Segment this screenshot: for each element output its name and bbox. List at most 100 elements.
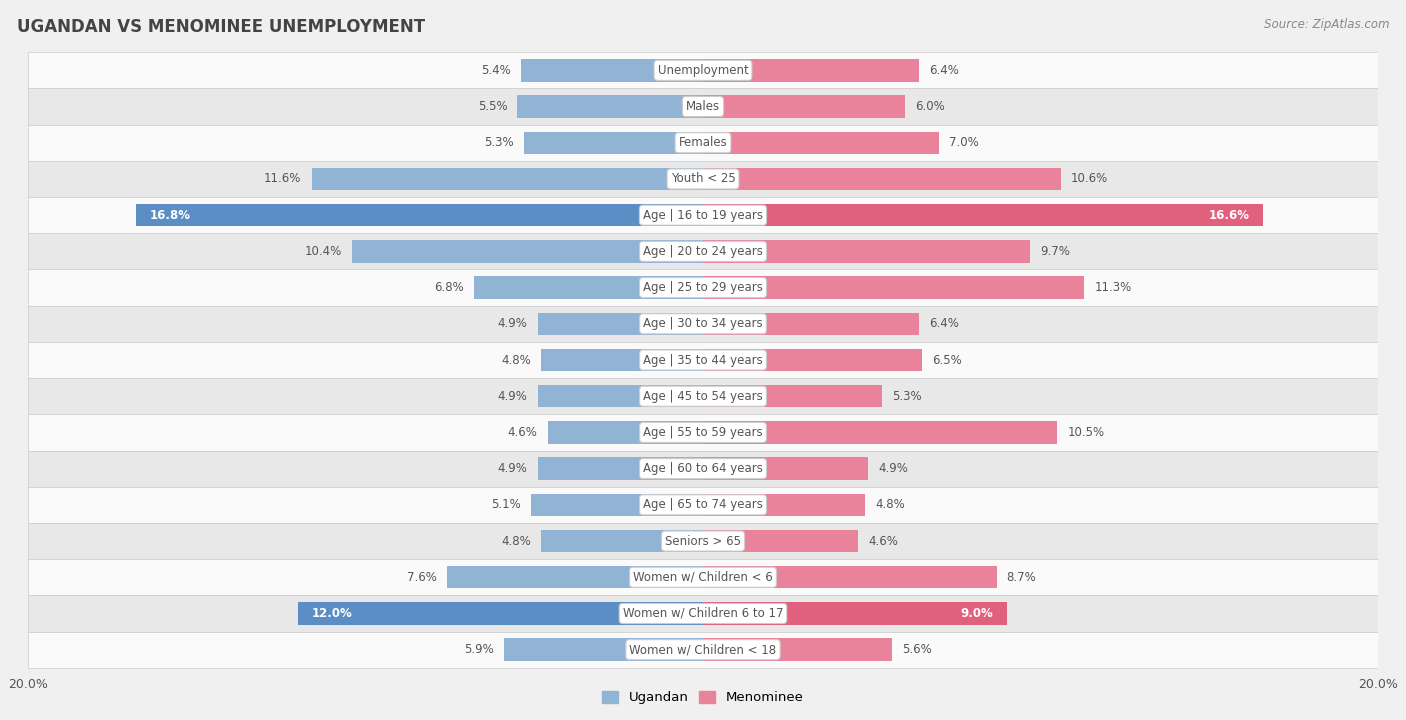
Bar [703, 639, 891, 661]
FancyBboxPatch shape [28, 53, 1378, 89]
Text: 7.0%: 7.0% [949, 136, 979, 149]
Text: 5.1%: 5.1% [491, 498, 520, 511]
FancyBboxPatch shape [28, 559, 1378, 595]
Text: 4.9%: 4.9% [498, 462, 527, 475]
Text: Age | 55 to 59 years: Age | 55 to 59 years [643, 426, 763, 439]
Text: 5.4%: 5.4% [481, 64, 510, 77]
Bar [541, 348, 703, 372]
Bar [703, 421, 1057, 444]
Text: 6.4%: 6.4% [929, 318, 959, 330]
Text: Males: Males [686, 100, 720, 113]
Bar [703, 59, 920, 81]
Text: 4.8%: 4.8% [875, 498, 905, 511]
Legend: Ugandan, Menominee: Ugandan, Menominee [598, 685, 808, 709]
Bar [703, 530, 858, 552]
FancyBboxPatch shape [28, 451, 1378, 487]
Bar [703, 348, 922, 372]
Text: 4.9%: 4.9% [498, 318, 527, 330]
Text: 12.0%: 12.0% [312, 607, 353, 620]
Bar [537, 457, 703, 480]
Bar [703, 457, 869, 480]
Text: Age | 35 to 44 years: Age | 35 to 44 years [643, 354, 763, 366]
Text: Age | 65 to 74 years: Age | 65 to 74 years [643, 498, 763, 511]
Text: 9.7%: 9.7% [1040, 245, 1070, 258]
Bar [298, 602, 703, 625]
Bar [703, 494, 865, 516]
FancyBboxPatch shape [28, 378, 1378, 414]
Text: 5.9%: 5.9% [464, 643, 494, 656]
Bar [703, 566, 997, 588]
Text: 10.6%: 10.6% [1071, 173, 1108, 186]
Text: 6.0%: 6.0% [915, 100, 945, 113]
Bar [703, 168, 1060, 190]
Bar [524, 132, 703, 154]
Text: 7.6%: 7.6% [406, 571, 436, 584]
Text: 4.8%: 4.8% [501, 534, 531, 547]
Text: 4.9%: 4.9% [498, 390, 527, 402]
FancyBboxPatch shape [28, 523, 1378, 559]
Text: 6.8%: 6.8% [433, 281, 464, 294]
FancyBboxPatch shape [28, 233, 1378, 269]
Text: 10.4%: 10.4% [305, 245, 342, 258]
Text: 11.6%: 11.6% [264, 173, 301, 186]
Bar [703, 204, 1263, 226]
Bar [517, 95, 703, 118]
Bar [541, 530, 703, 552]
Text: Age | 20 to 24 years: Age | 20 to 24 years [643, 245, 763, 258]
Bar [136, 204, 703, 226]
FancyBboxPatch shape [28, 197, 1378, 233]
Bar [703, 385, 882, 408]
Text: Women w/ Children < 18: Women w/ Children < 18 [630, 643, 776, 656]
Text: 5.5%: 5.5% [478, 100, 508, 113]
Text: Women w/ Children 6 to 17: Women w/ Children 6 to 17 [623, 607, 783, 620]
FancyBboxPatch shape [28, 125, 1378, 161]
Text: Unemployment: Unemployment [658, 64, 748, 77]
Bar [548, 421, 703, 444]
Text: Age | 16 to 19 years: Age | 16 to 19 years [643, 209, 763, 222]
Text: 11.3%: 11.3% [1094, 281, 1132, 294]
FancyBboxPatch shape [28, 631, 1378, 667]
FancyBboxPatch shape [28, 306, 1378, 342]
Text: Youth < 25: Youth < 25 [671, 173, 735, 186]
Bar [503, 639, 703, 661]
Bar [537, 385, 703, 408]
Text: Seniors > 65: Seniors > 65 [665, 534, 741, 547]
Text: 16.8%: 16.8% [149, 209, 191, 222]
Text: 16.6%: 16.6% [1209, 209, 1250, 222]
Bar [703, 312, 920, 335]
FancyBboxPatch shape [28, 487, 1378, 523]
Text: 8.7%: 8.7% [1007, 571, 1036, 584]
Bar [703, 95, 905, 118]
Text: 5.6%: 5.6% [903, 643, 932, 656]
Bar [352, 240, 703, 263]
Bar [312, 168, 703, 190]
Text: 4.6%: 4.6% [869, 534, 898, 547]
Text: Women w/ Children < 6: Women w/ Children < 6 [633, 571, 773, 584]
Text: 6.5%: 6.5% [932, 354, 962, 366]
Text: 9.0%: 9.0% [960, 607, 993, 620]
Bar [531, 494, 703, 516]
Bar [703, 240, 1031, 263]
FancyBboxPatch shape [28, 342, 1378, 378]
Bar [703, 132, 939, 154]
Text: Age | 45 to 54 years: Age | 45 to 54 years [643, 390, 763, 402]
Bar [537, 312, 703, 335]
Text: Source: ZipAtlas.com: Source: ZipAtlas.com [1264, 18, 1389, 31]
Bar [447, 566, 703, 588]
FancyBboxPatch shape [28, 89, 1378, 125]
FancyBboxPatch shape [28, 161, 1378, 197]
Text: 4.9%: 4.9% [879, 462, 908, 475]
Text: Females: Females [679, 136, 727, 149]
FancyBboxPatch shape [28, 269, 1378, 306]
Text: Age | 30 to 34 years: Age | 30 to 34 years [643, 318, 763, 330]
Text: UGANDAN VS MENOMINEE UNEMPLOYMENT: UGANDAN VS MENOMINEE UNEMPLOYMENT [17, 18, 425, 36]
FancyBboxPatch shape [28, 595, 1378, 631]
Bar [703, 602, 1007, 625]
Text: 5.3%: 5.3% [891, 390, 921, 402]
FancyBboxPatch shape [28, 414, 1378, 451]
Bar [474, 276, 703, 299]
Text: 4.8%: 4.8% [501, 354, 531, 366]
Text: 4.6%: 4.6% [508, 426, 537, 439]
Bar [703, 276, 1084, 299]
Text: Age | 60 to 64 years: Age | 60 to 64 years [643, 462, 763, 475]
